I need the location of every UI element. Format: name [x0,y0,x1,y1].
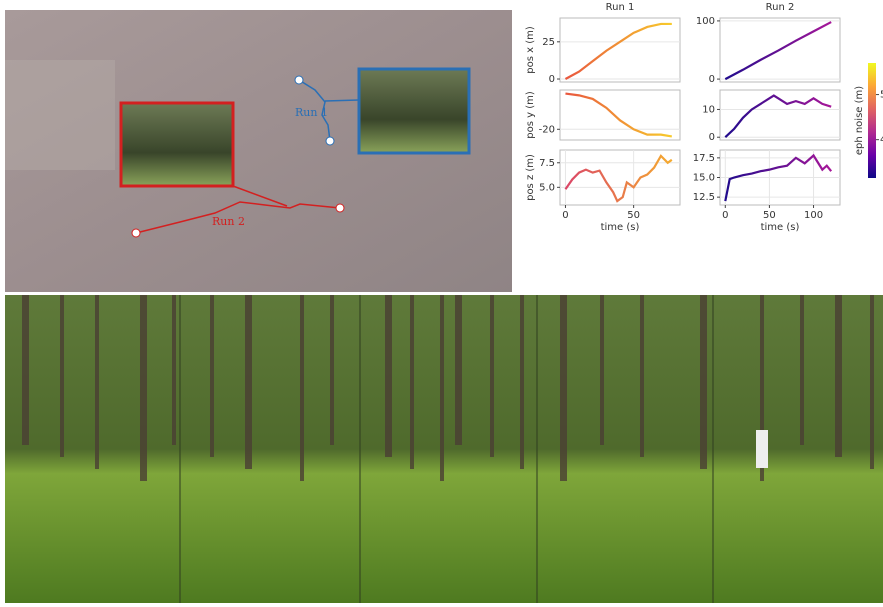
page: Run 1 Run 2 025Run 1pos x (m)0100Run 2-2… [0,0,883,603]
y-tick-label: 10 [702,104,715,115]
figure: Run 1 Run 2 025Run 1pos x (m)0100Run 2-2… [0,0,883,603]
x-axis-label: time (s) [761,222,800,233]
y-axis-label: pos z (m) [525,154,536,201]
inset-photo-run2 [121,103,233,186]
y-tick-label: 100 [696,16,715,27]
y-tick-label: 7.5 [539,158,555,169]
x-tick-label: 0 [562,210,568,221]
y-tick-label: 12.5 [693,192,715,203]
run2-end [336,204,344,212]
plot-area [560,90,680,140]
x-tick-label: 50 [763,210,776,221]
clearing [5,60,115,170]
x-tick-label: 100 [804,210,823,221]
run1-start [295,76,303,84]
chart-title: Run 1 [606,2,635,13]
x-axis-label: time (s) [601,222,640,233]
run1-end [326,137,334,145]
colorbar [868,63,876,178]
inset-photo-run1 [359,69,469,153]
run2-label: Run 2 [212,215,245,228]
y-tick-label: 17.5 [693,153,715,164]
y-tick-label: 0 [709,74,715,85]
chart-title: Run 2 [766,2,795,13]
y-tick-label: -20 [539,124,555,135]
run1-label: Run 1 [295,106,328,119]
x-tick-label: 50 [627,210,640,221]
y-axis-label: pos y (m) [525,91,536,139]
y-tick-label: 0 [549,74,555,85]
y-tick-label: 0 [709,132,715,143]
y-tick-label: 5.0 [539,182,555,193]
y-tick-label: 15.0 [693,173,715,184]
y-axis-label: pos x (m) [525,26,536,74]
plot-area [720,90,840,140]
colorbar-label: eph noise (m) [854,86,865,155]
run2-start [132,229,140,237]
run1-pointer [325,100,359,101]
x-tick-label: 0 [722,210,728,221]
y-tick-label: 25 [542,37,555,48]
